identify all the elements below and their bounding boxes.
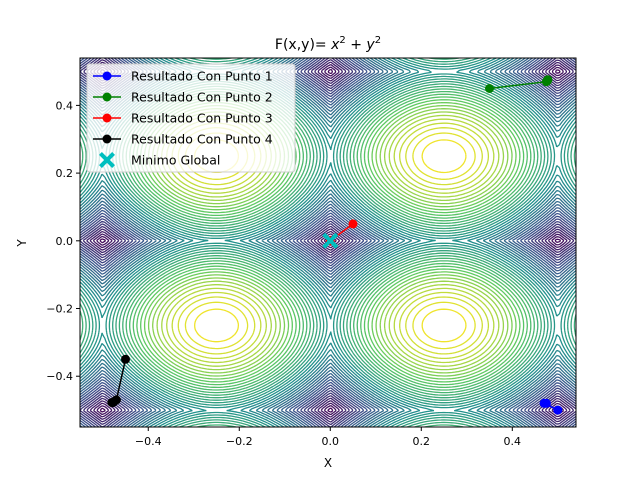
x-tick-label: 0.4 [504,435,522,448]
y-tick-label: 0.2 [56,167,74,180]
legend-label: Resultado Con Punto 1 [131,69,273,84]
contour-level [80,58,576,427]
global-minimum-marker [99,152,115,168]
contour-level [152,108,509,374]
legend-entry: Resultado Con Punto 2 [93,90,273,105]
legend-marker [102,134,112,144]
legend-label: Minimo Global [131,153,220,168]
title-part: y [365,37,375,53]
legend-marker [102,92,112,102]
data-point [485,84,494,93]
title-part: 2 [375,35,381,46]
contour-level [80,58,576,427]
y-tick-label: 0.4 [56,99,74,112]
legend-entry: Resultado Con Punto 3 [93,111,273,126]
title-part: 2 [339,35,345,46]
title-part: + [346,37,367,53]
y-tick-label: −0.2 [46,303,73,316]
legend-marker [102,71,112,81]
series-4 [107,354,130,408]
legend-entry: Resultado Con Punto 1 [93,69,273,84]
contour-level [161,114,500,367]
legend-box [86,63,296,173]
data-point [121,354,130,364]
contour-level [140,99,521,383]
legend-label: Resultado Con Punto 3 [131,111,273,126]
contour-level [80,58,576,427]
global-minimum-marker [322,232,339,249]
legend: Resultado Con Punto 1 Resultado Con Punto… [86,63,296,173]
plot-frame [79,57,577,428]
series-2 [485,75,553,93]
series-layer [107,75,563,415]
data-point [543,75,553,85]
title-part: x [330,37,340,53]
data-point [541,398,551,408]
legend-entry: Minimo Global [99,152,220,168]
data-point [553,405,563,415]
x-axis-label: X [324,456,332,470]
x-tick-label: 0.2 [413,435,431,448]
chart-title: F(x,y)= x2 + y2 [275,35,381,53]
legend-entry: Resultado Con Punto 4 [93,132,273,147]
legend-marker [102,113,112,123]
y-axis-ticks: −0.4 −0.2 0.0 0.2 0.4 [46,99,80,383]
contour-level [80,58,576,427]
title-part: F(x,y)= [275,37,331,53]
x-axis-ticks: −0.4 −0.2 0.0 0.2 0.4 [135,427,521,448]
data-point [107,398,117,408]
series-1 [539,398,563,415]
y-tick-label: −0.4 [46,370,73,383]
x-tick-label: −0.4 [135,435,162,448]
contour-level [80,58,576,427]
x-tick-label: −0.2 [226,435,253,448]
y-axis-label: Y [15,239,29,248]
contour-level [80,58,576,427]
legend-label: Resultado Con Punto 4 [131,132,273,147]
x-tick-label: 0.0 [322,435,340,448]
legend-label: Resultado Con Punto 2 [131,90,273,105]
data-point [348,219,358,229]
y-tick-label: 0.0 [56,235,74,248]
